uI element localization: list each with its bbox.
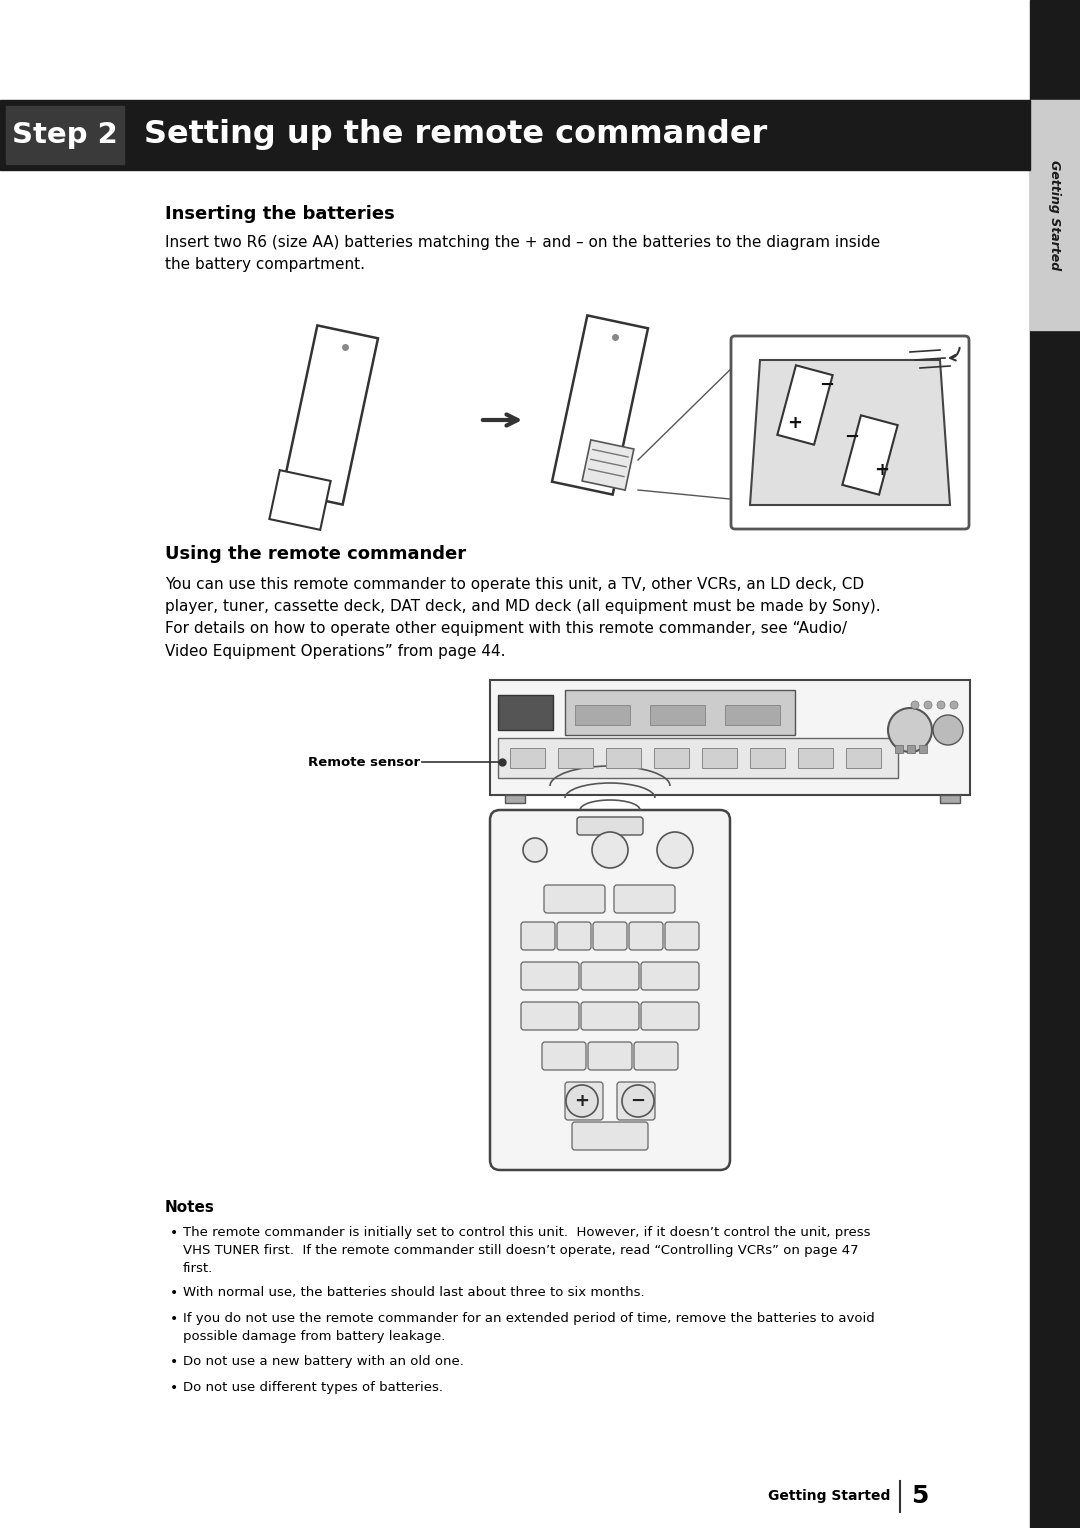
Polygon shape: [750, 361, 950, 504]
Bar: [750, 749, 785, 769]
Bar: [725, 704, 780, 724]
Text: Setting up the remote commander: Setting up the remote commander: [144, 119, 767, 150]
Text: •: •: [170, 1287, 178, 1300]
FancyBboxPatch shape: [557, 921, 591, 950]
Circle shape: [888, 707, 932, 752]
FancyBboxPatch shape: [634, 1042, 678, 1070]
Bar: [6, 105, 124, 163]
Text: Getting Started: Getting Started: [1049, 160, 1062, 270]
FancyBboxPatch shape: [588, 1042, 632, 1070]
Circle shape: [924, 701, 932, 709]
Text: Insert two R6 (size AA) batteries matching the + and – on the batteries to the d: Insert two R6 (size AA) batteries matchi…: [165, 235, 880, 272]
Text: If you do not use the remote commander for an extended period of time, remove th: If you do not use the remote commander f…: [183, 1313, 875, 1343]
Text: Do not use different types of batteries.: Do not use different types of batteries.: [183, 1381, 443, 1394]
FancyBboxPatch shape: [665, 921, 699, 950]
Bar: [498, 738, 897, 778]
Polygon shape: [778, 365, 833, 445]
Bar: [558, 749, 593, 769]
Circle shape: [523, 837, 546, 862]
FancyBboxPatch shape: [593, 921, 627, 950]
Circle shape: [937, 701, 945, 709]
Text: •: •: [170, 1355, 178, 1369]
Text: +: +: [875, 461, 890, 478]
Bar: [650, 704, 705, 724]
Text: +: +: [787, 414, 802, 432]
FancyBboxPatch shape: [615, 885, 675, 914]
Polygon shape: [842, 416, 897, 495]
Text: Do not use a new battery with an old one.: Do not use a new battery with an old one…: [183, 1355, 464, 1368]
Text: +: +: [575, 1093, 590, 1109]
FancyBboxPatch shape: [521, 963, 579, 990]
Bar: [1030, 99, 1080, 330]
Text: Getting Started: Getting Started: [768, 1488, 890, 1504]
FancyBboxPatch shape: [521, 921, 555, 950]
Text: Step 2: Step 2: [12, 121, 118, 150]
Bar: [940, 795, 960, 804]
Bar: [654, 749, 689, 769]
Text: •: •: [170, 1313, 178, 1326]
Bar: [575, 704, 630, 724]
FancyBboxPatch shape: [521, 1002, 579, 1030]
Text: −: −: [631, 1093, 646, 1109]
FancyBboxPatch shape: [544, 885, 605, 914]
Polygon shape: [552, 315, 648, 495]
FancyBboxPatch shape: [490, 680, 970, 795]
Bar: [498, 695, 553, 730]
FancyBboxPatch shape: [565, 1082, 603, 1120]
Bar: [846, 749, 881, 769]
Bar: [606, 749, 642, 769]
Text: Notes: Notes: [165, 1199, 215, 1215]
FancyBboxPatch shape: [629, 921, 663, 950]
FancyBboxPatch shape: [581, 963, 639, 990]
Circle shape: [566, 1085, 598, 1117]
Bar: [895, 746, 903, 753]
Bar: [1030, 0, 1080, 1528]
Text: −: −: [845, 428, 860, 446]
Circle shape: [933, 715, 963, 746]
Circle shape: [950, 701, 958, 709]
Text: With normal use, the batteries should last about three to six months.: With normal use, the batteries should la…: [183, 1287, 645, 1299]
Bar: [798, 749, 833, 769]
Polygon shape: [269, 471, 330, 530]
Text: The remote commander is initially set to control this unit.  However, if it does: The remote commander is initially set to…: [183, 1225, 870, 1274]
Bar: [510, 749, 545, 769]
Circle shape: [622, 1085, 654, 1117]
FancyBboxPatch shape: [490, 810, 730, 1170]
Text: Using the remote commander: Using the remote commander: [165, 545, 467, 562]
Circle shape: [912, 701, 919, 709]
Text: •: •: [170, 1381, 178, 1395]
Bar: [505, 795, 525, 804]
Text: •: •: [170, 1225, 178, 1241]
Text: −: −: [820, 376, 835, 394]
Polygon shape: [582, 440, 634, 490]
Circle shape: [592, 833, 627, 868]
FancyBboxPatch shape: [642, 1002, 699, 1030]
FancyBboxPatch shape: [577, 817, 643, 834]
Text: Remote sensor: Remote sensor: [308, 755, 420, 769]
FancyBboxPatch shape: [581, 1002, 639, 1030]
Text: You can use this remote commander to operate this unit, a TV, other VCRs, an LD : You can use this remote commander to ope…: [165, 578, 880, 659]
Bar: [0, 99, 1030, 170]
FancyBboxPatch shape: [617, 1082, 654, 1120]
Text: 5: 5: [912, 1484, 929, 1508]
FancyBboxPatch shape: [731, 336, 969, 529]
Circle shape: [657, 833, 693, 868]
FancyBboxPatch shape: [572, 1122, 648, 1151]
FancyBboxPatch shape: [542, 1042, 586, 1070]
Bar: [907, 746, 915, 753]
FancyBboxPatch shape: [642, 963, 699, 990]
Bar: [919, 746, 927, 753]
Bar: [565, 691, 795, 735]
Text: Inserting the batteries: Inserting the batteries: [165, 205, 395, 223]
Polygon shape: [282, 325, 378, 504]
Bar: [702, 749, 737, 769]
